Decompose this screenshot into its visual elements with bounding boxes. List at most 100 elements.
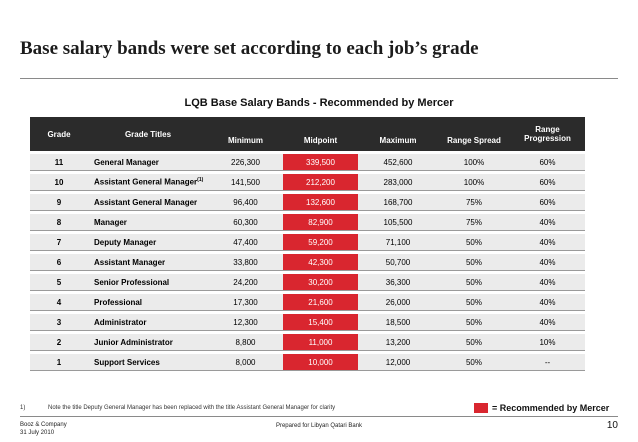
maximum-cell: 26,000	[358, 294, 438, 311]
maximum-cell: 12,000	[358, 354, 438, 371]
grade-cell: 3	[30, 314, 88, 331]
range-progression-cell: --	[510, 354, 585, 371]
grade-cell: 11	[30, 154, 88, 171]
legend: = Recommended by Mercer	[474, 403, 609, 413]
legend-swatch	[474, 403, 488, 413]
range-spread-cell: 50%	[438, 234, 510, 251]
minimum-cell: 96,400	[208, 194, 283, 211]
grade-title-cell: Support Services	[88, 354, 208, 371]
grade-cell: 6	[30, 254, 88, 271]
grade-cell: 8	[30, 214, 88, 231]
range-progression-cell: 40%	[510, 314, 585, 331]
footer-divider	[20, 416, 618, 417]
midpoint-cell: 132,600	[283, 194, 358, 211]
range-spread-cell: 75%	[438, 214, 510, 231]
grade-title-cell: Professional	[88, 294, 208, 311]
legend-label: = Recommended by Mercer	[492, 403, 610, 413]
maximum-cell: 105,500	[358, 214, 438, 231]
midpoint-cell: 42,300	[283, 254, 358, 271]
minimum-cell: 60,300	[208, 214, 283, 231]
midpoint-cell: 10,000	[283, 354, 358, 371]
range-progression-cell: 40%	[510, 294, 585, 311]
midpoint-cell: 212,200	[283, 174, 358, 191]
grade-cell: 7	[30, 234, 88, 251]
range-progression-cell: 40%	[510, 274, 585, 291]
minimum-cell: 226,300	[208, 154, 283, 171]
midpoint-cell: 30,200	[283, 274, 358, 291]
grade-title-cell: Deputy Manager	[88, 234, 208, 251]
slide-title: Base salary bands were set according to …	[20, 38, 479, 59]
range-spread-cell: 50%	[438, 294, 510, 311]
minimum-cell: 17,300	[208, 294, 283, 311]
table-row: 10 Assistant General Manager(1) 141,500 212…	[30, 174, 585, 191]
table-row: 1 Support Services 8,000 10,000 12,000 50% --	[30, 354, 585, 371]
footer-company: Booz & Company	[20, 422, 67, 428]
title-divider	[20, 78, 618, 79]
midpoint-cell: 11,000	[283, 334, 358, 351]
grade-cell: 5	[30, 274, 88, 291]
range-spread-cell: 50%	[438, 354, 510, 371]
maximum-cell: 283,000	[358, 174, 438, 191]
minimum-cell: 141,500	[208, 174, 283, 191]
header-minimum: Minimum	[208, 117, 283, 151]
table-row: 11 General Manager 226,300 339,500 452,600 10…	[30, 154, 585, 171]
table-body: 11 General Manager 226,300 339,500 452,600 10…	[30, 154, 585, 371]
minimum-cell: 33,800	[208, 254, 283, 271]
table-row: 6 Assistant Manager 33,800 42,300 50,700 50% 4…	[30, 254, 585, 271]
grade-cell: 10	[30, 174, 88, 191]
range-progression-cell: 60%	[510, 154, 585, 171]
grade-title-cell: Senior Professional	[88, 274, 208, 291]
footer-date: 31 July 2010	[20, 430, 55, 436]
midpoint-cell: 82,900	[283, 214, 358, 231]
grade-title-cell: Assistant General Manager	[88, 194, 208, 211]
range-progression-cell: 40%	[510, 254, 585, 271]
minimum-cell: 12,300	[208, 314, 283, 331]
footnote: 1) Note the title Deputy General Manager …	[20, 405, 335, 411]
grade-title-cell: Junior Administrator	[88, 334, 208, 351]
header-grade-titles: Grade Titles	[88, 117, 208, 151]
salary-bands-table: Grade Grade Titles Minimum Midpoint Maxi…	[30, 114, 585, 374]
table-row: 5 Senior Professional 24,200 30,200 36,300 50…	[30, 274, 585, 291]
maximum-cell: 18,500	[358, 314, 438, 331]
header-grade: Grade	[30, 117, 88, 151]
range-spread-cell: 50%	[438, 334, 510, 351]
maximum-cell: 13,200	[358, 334, 438, 351]
range-progression-cell: 60%	[510, 194, 585, 211]
table-header-row: Grade Grade Titles Minimum Midpoint Maxi…	[30, 117, 585, 151]
range-spread-cell: 50%	[438, 314, 510, 331]
footnote-number: 1)	[20, 405, 26, 411]
grade-title-cell: General Manager	[88, 154, 208, 171]
range-spread-cell: 75%	[438, 194, 510, 211]
range-spread-cell: 100%	[438, 174, 510, 191]
maximum-cell: 168,700	[358, 194, 438, 211]
grade-cell: 4	[30, 294, 88, 311]
table-row: 7 Deputy Manager 47,400 59,200 71,100 50% 40%	[30, 234, 585, 251]
footer-prepared-for: Prepared for Libyan Qatari Bank	[275, 423, 363, 429]
range-spread-cell: 100%	[438, 154, 510, 171]
header-range-spread: Range Spread	[438, 117, 510, 151]
range-spread-cell: 50%	[438, 254, 510, 271]
maximum-cell: 71,100	[358, 234, 438, 251]
minimum-cell: 24,200	[208, 274, 283, 291]
range-progression-cell: 10%	[510, 334, 585, 351]
header-midpoint: Midpoint	[283, 117, 358, 151]
header-maximum: Maximum	[358, 117, 438, 151]
table-row: 3 Administrator 12,300 15,400 18,500 50% 40%	[30, 314, 585, 331]
page-number: 10	[606, 420, 618, 431]
minimum-cell: 8,800	[208, 334, 283, 351]
range-progression-cell: 60%	[510, 174, 585, 191]
range-progression-cell: 40%	[510, 214, 585, 231]
grade-title-cell: Assistant General Manager(1)	[88, 174, 208, 191]
table-row: 4 Professional 17,300 21,600 26,000 50% 40%	[30, 294, 585, 311]
maximum-cell: 50,700	[358, 254, 438, 271]
midpoint-cell: 339,500	[283, 154, 358, 171]
grade-cell: 1	[30, 354, 88, 371]
grade-title-cell: Assistant Manager	[88, 254, 208, 271]
midpoint-cell: 21,600	[283, 294, 358, 311]
midpoint-cell: 15,400	[283, 314, 358, 331]
table-row: 2 Junior Administrator 8,800 11,000 13,200 50…	[30, 334, 585, 351]
table-subtitle: LQB Base Salary Bands - Recommended by M…	[184, 97, 454, 109]
grade-title-cell: Administrator	[88, 314, 208, 331]
footnote-marker: (1)	[197, 177, 204, 184]
minimum-cell: 8,000	[208, 354, 283, 371]
